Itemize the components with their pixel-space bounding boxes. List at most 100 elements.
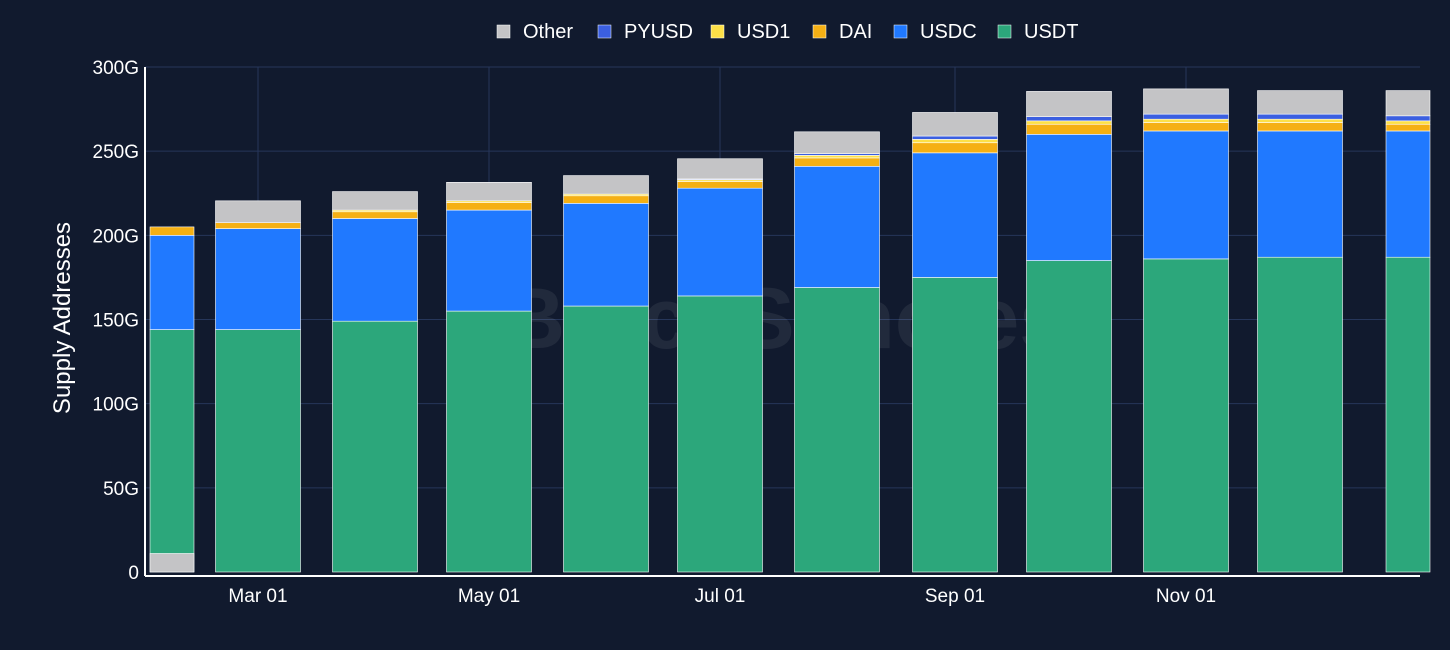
- legend-label: PYUSD: [624, 21, 693, 43]
- bar-segment-dai: [215, 222, 301, 229]
- bar-segment-pyusd: [1257, 113, 1343, 120]
- bar-segment-dai: [563, 195, 649, 204]
- bar-segment-usdc: [563, 203, 649, 307]
- bar-segment-usdt: [1385, 256, 1431, 573]
- legend-swatch: [597, 24, 612, 39]
- bar-segment-usdc: [446, 209, 532, 312]
- x-tick-label: Jul 01: [695, 586, 746, 607]
- legend-swatch: [710, 24, 725, 39]
- bar-segment-usdc: [794, 166, 880, 288]
- x-tick-label: Sep 01: [925, 586, 985, 607]
- legend: Other PYUSD USD1 DAI USDC USDT: [496, 21, 1078, 43]
- bar-segment-usdt: [794, 287, 880, 573]
- bar-segment-dai: [794, 157, 880, 167]
- bar-segment-pyusd: [1143, 113, 1229, 120]
- bar-stack: [1026, 91, 1112, 573]
- bar-segment-usd1: [1026, 120, 1112, 125]
- bar-segment-usd1: [1257, 118, 1343, 123]
- bar-segment-usdc: [1143, 130, 1229, 260]
- bar-stack: [563, 175, 649, 573]
- bar-segment-other: [215, 200, 301, 224]
- bar-segment-usdc: [677, 187, 763, 297]
- bar-segment-usd1: [1385, 120, 1431, 125]
- legend-item-usdt: USDT: [997, 21, 1078, 43]
- bar-segment-other: [332, 191, 418, 211]
- x-tick-label: May 01: [458, 586, 520, 607]
- legend-swatch: [997, 24, 1012, 39]
- y-tick-label: 150G: [93, 311, 139, 332]
- x-tick-label: Mar 01: [228, 586, 287, 607]
- bar-segment-usdc: [912, 152, 998, 278]
- bar-segment-usdt: [1026, 260, 1112, 573]
- bar-segment-usdt: [1143, 258, 1229, 573]
- bar-stack: [446, 182, 532, 573]
- legend-item-pyusd: PYUSD: [597, 21, 693, 43]
- bar-segment-usdc: [1385, 130, 1431, 258]
- bar-stack: [794, 131, 880, 573]
- legend-label: USDC: [920, 21, 977, 43]
- legend-item-other: Other: [496, 21, 573, 43]
- bar-segment-other: [912, 112, 998, 137]
- bar-segment-dai: [677, 181, 763, 189]
- y-tick-label: 0: [128, 563, 139, 584]
- legend-label: USD1: [737, 21, 790, 43]
- bar-segment-usd1: [912, 139, 998, 144]
- bar-segment-usdt: [446, 310, 532, 573]
- bar-segment-dai: [1257, 122, 1343, 132]
- bar-segment-usdc: [1026, 134, 1112, 261]
- bar-segment-dai: [1026, 123, 1112, 135]
- bar-segment-usd1: [1143, 118, 1229, 123]
- bar-segment-other: [446, 182, 532, 202]
- bar-segment-dai: [1143, 122, 1229, 132]
- bar-segment-other: [563, 175, 649, 195]
- legend-swatch: [812, 24, 827, 39]
- bar-segment-dai: [332, 211, 418, 219]
- bar-segment-usdt: [1257, 256, 1343, 573]
- bar-segment-usdc: [215, 228, 301, 330]
- bar-segment-usdt: [563, 305, 649, 573]
- bar-segment-dai: [446, 202, 532, 211]
- bar-stack: [912, 112, 998, 573]
- bar-stack: [677, 158, 763, 573]
- bar-stack: [332, 191, 418, 573]
- bar-segment-usdt: [149, 329, 195, 573]
- y-axis-title: Supply Addresses: [49, 222, 76, 414]
- bar-segment-dai: [149, 226, 195, 236]
- bar-stack: [215, 200, 301, 573]
- legend-label: USDT: [1024, 21, 1078, 43]
- bar-segment-usdt: [677, 295, 763, 573]
- bar-segment-dai: [912, 142, 998, 154]
- bar-segment-usdt: [332, 320, 418, 573]
- legend-label: Other: [523, 21, 573, 43]
- bar-segment-other: [794, 131, 880, 154]
- bar-segment-pyusd: [912, 135, 998, 140]
- bar-segment-usdt: [215, 329, 301, 573]
- bar-segment-other-overlay: [149, 553, 195, 573]
- legend-swatch: [496, 24, 511, 39]
- bar-segment-other: [1143, 88, 1229, 115]
- x-tick-label: Nov 01: [1156, 586, 1216, 607]
- legend-swatch: [893, 24, 908, 39]
- bar-segment-usdc: [332, 218, 418, 322]
- bar-segment-other: [1026, 91, 1112, 117]
- y-tick-label: 300G: [93, 58, 139, 79]
- legend-item-usd1: USD1: [710, 21, 790, 43]
- bar-segment-usdc: [1257, 130, 1343, 258]
- y-tick-label: 50G: [103, 479, 139, 500]
- y-tick-label: 250G: [93, 142, 139, 163]
- bar-segment-pyusd: [1385, 115, 1431, 122]
- legend-item-usdc: USDC: [893, 21, 977, 43]
- legend-label: DAI: [839, 21, 872, 43]
- bar-stack: [149, 226, 195, 573]
- bar-segment-other: [1257, 90, 1343, 115]
- bar-segment-pyusd: [1026, 116, 1112, 122]
- y-tick-label: 200G: [93, 226, 139, 247]
- bar-segment-usd1: [794, 155, 880, 159]
- y-tick-label: 100G: [93, 395, 139, 416]
- bar-stack: [1143, 88, 1229, 573]
- bar-stack: [1385, 90, 1431, 573]
- bar-segment-dai: [1385, 123, 1431, 132]
- bar-stack: [1257, 90, 1343, 573]
